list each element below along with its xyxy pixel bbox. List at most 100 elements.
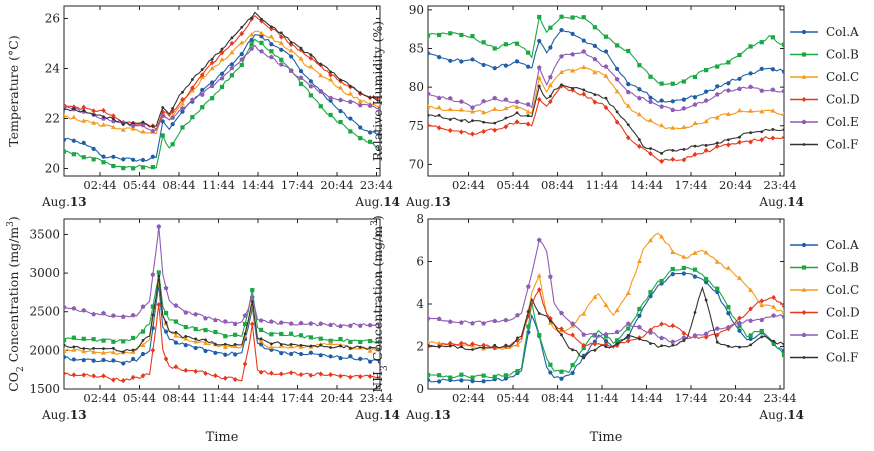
data-point — [240, 25, 244, 29]
y-axis-title: Relative Humidity (%) — [370, 21, 385, 161]
data-point — [199, 92, 205, 97]
y-tick-label: 0 — [416, 382, 424, 396]
data-point — [559, 310, 564, 316]
data-point — [437, 113, 441, 117]
data-point — [289, 41, 293, 44]
data-point — [233, 332, 238, 337]
data-point — [637, 63, 642, 68]
data-point — [101, 160, 106, 165]
data-point — [459, 99, 464, 104]
data-point — [428, 51, 431, 56]
ylabel-part: 2 — [16, 366, 26, 372]
data-point — [318, 353, 323, 358]
data-point — [357, 374, 363, 380]
data-point — [239, 56, 245, 62]
data-point — [738, 135, 741, 139]
data-point — [670, 107, 676, 113]
data-point — [692, 151, 698, 158]
data-point — [448, 118, 452, 121]
data-point — [298, 351, 304, 357]
data-point — [781, 303, 784, 309]
y-tick-label: 2500 — [29, 305, 60, 319]
data-point — [64, 149, 67, 154]
data-point — [298, 75, 304, 80]
data-point — [233, 352, 238, 357]
data-point — [748, 306, 753, 312]
data-point — [163, 310, 169, 316]
data-point — [570, 68, 576, 73]
data-point — [269, 342, 273, 346]
data-point — [319, 62, 323, 66]
data-point — [748, 287, 754, 292]
data-point — [150, 272, 156, 277]
data-point — [681, 105, 687, 111]
data-point — [447, 127, 453, 134]
data-point — [223, 342, 227, 346]
data-point — [157, 274, 161, 278]
data-point — [659, 335, 664, 341]
data-point — [625, 89, 631, 95]
data-point — [170, 122, 175, 127]
data-point — [339, 78, 342, 82]
data-point — [71, 335, 76, 340]
data-point — [436, 340, 442, 346]
data-point — [537, 312, 541, 315]
data-point — [82, 347, 86, 350]
data-point — [437, 373, 442, 378]
data-point — [110, 124, 116, 129]
series-col-c — [428, 232, 784, 351]
legend-label: Col.F — [826, 351, 858, 365]
data-point — [615, 66, 620, 72]
data-point — [670, 81, 675, 86]
series-col-d — [428, 83, 784, 164]
date-end-label: Aug.14 — [758, 408, 804, 422]
data-point — [437, 345, 441, 348]
x-axis-title: Time — [590, 430, 623, 445]
date-end-label: Aug.14 — [354, 408, 400, 422]
data-point — [289, 331, 294, 336]
data-point — [625, 290, 631, 296]
legend-marker — [801, 265, 807, 270]
data-point — [288, 321, 294, 326]
data-point — [318, 89, 324, 94]
data-point — [249, 37, 254, 43]
legend-label: Col.E — [826, 328, 859, 342]
data-point — [459, 372, 464, 377]
y-tick-label: 3500 — [29, 227, 60, 241]
data-point — [526, 324, 531, 329]
data-point — [515, 369, 520, 374]
x-tick-label: 17:44 — [674, 391, 707, 405]
data-point — [180, 109, 185, 114]
data-point — [570, 87, 575, 93]
data-point — [725, 265, 731, 270]
data-point — [436, 316, 442, 321]
data-point — [548, 370, 553, 375]
data-point — [348, 323, 353, 328]
data-point — [715, 84, 720, 89]
data-point — [368, 96, 372, 99]
data-point — [219, 71, 225, 76]
series-col-b — [64, 270, 380, 345]
data-point — [183, 336, 189, 341]
data-point — [726, 60, 731, 65]
data-point — [377, 339, 380, 344]
data-point — [559, 326, 564, 332]
data-point — [737, 324, 742, 329]
data-point — [377, 359, 380, 365]
data-point — [615, 110, 619, 114]
data-point — [259, 48, 264, 54]
series-col-f — [64, 274, 380, 354]
data-point — [193, 326, 198, 332]
data-point — [781, 88, 784, 94]
date-prefix: Aug. — [758, 408, 787, 422]
data-point — [692, 333, 698, 338]
data-point — [649, 147, 652, 150]
data-point — [338, 373, 343, 379]
data-point — [470, 109, 475, 114]
data-point — [516, 336, 519, 340]
data-point — [91, 358, 96, 363]
data-point — [222, 344, 228, 350]
data-point — [703, 334, 709, 340]
data-point — [592, 25, 597, 30]
